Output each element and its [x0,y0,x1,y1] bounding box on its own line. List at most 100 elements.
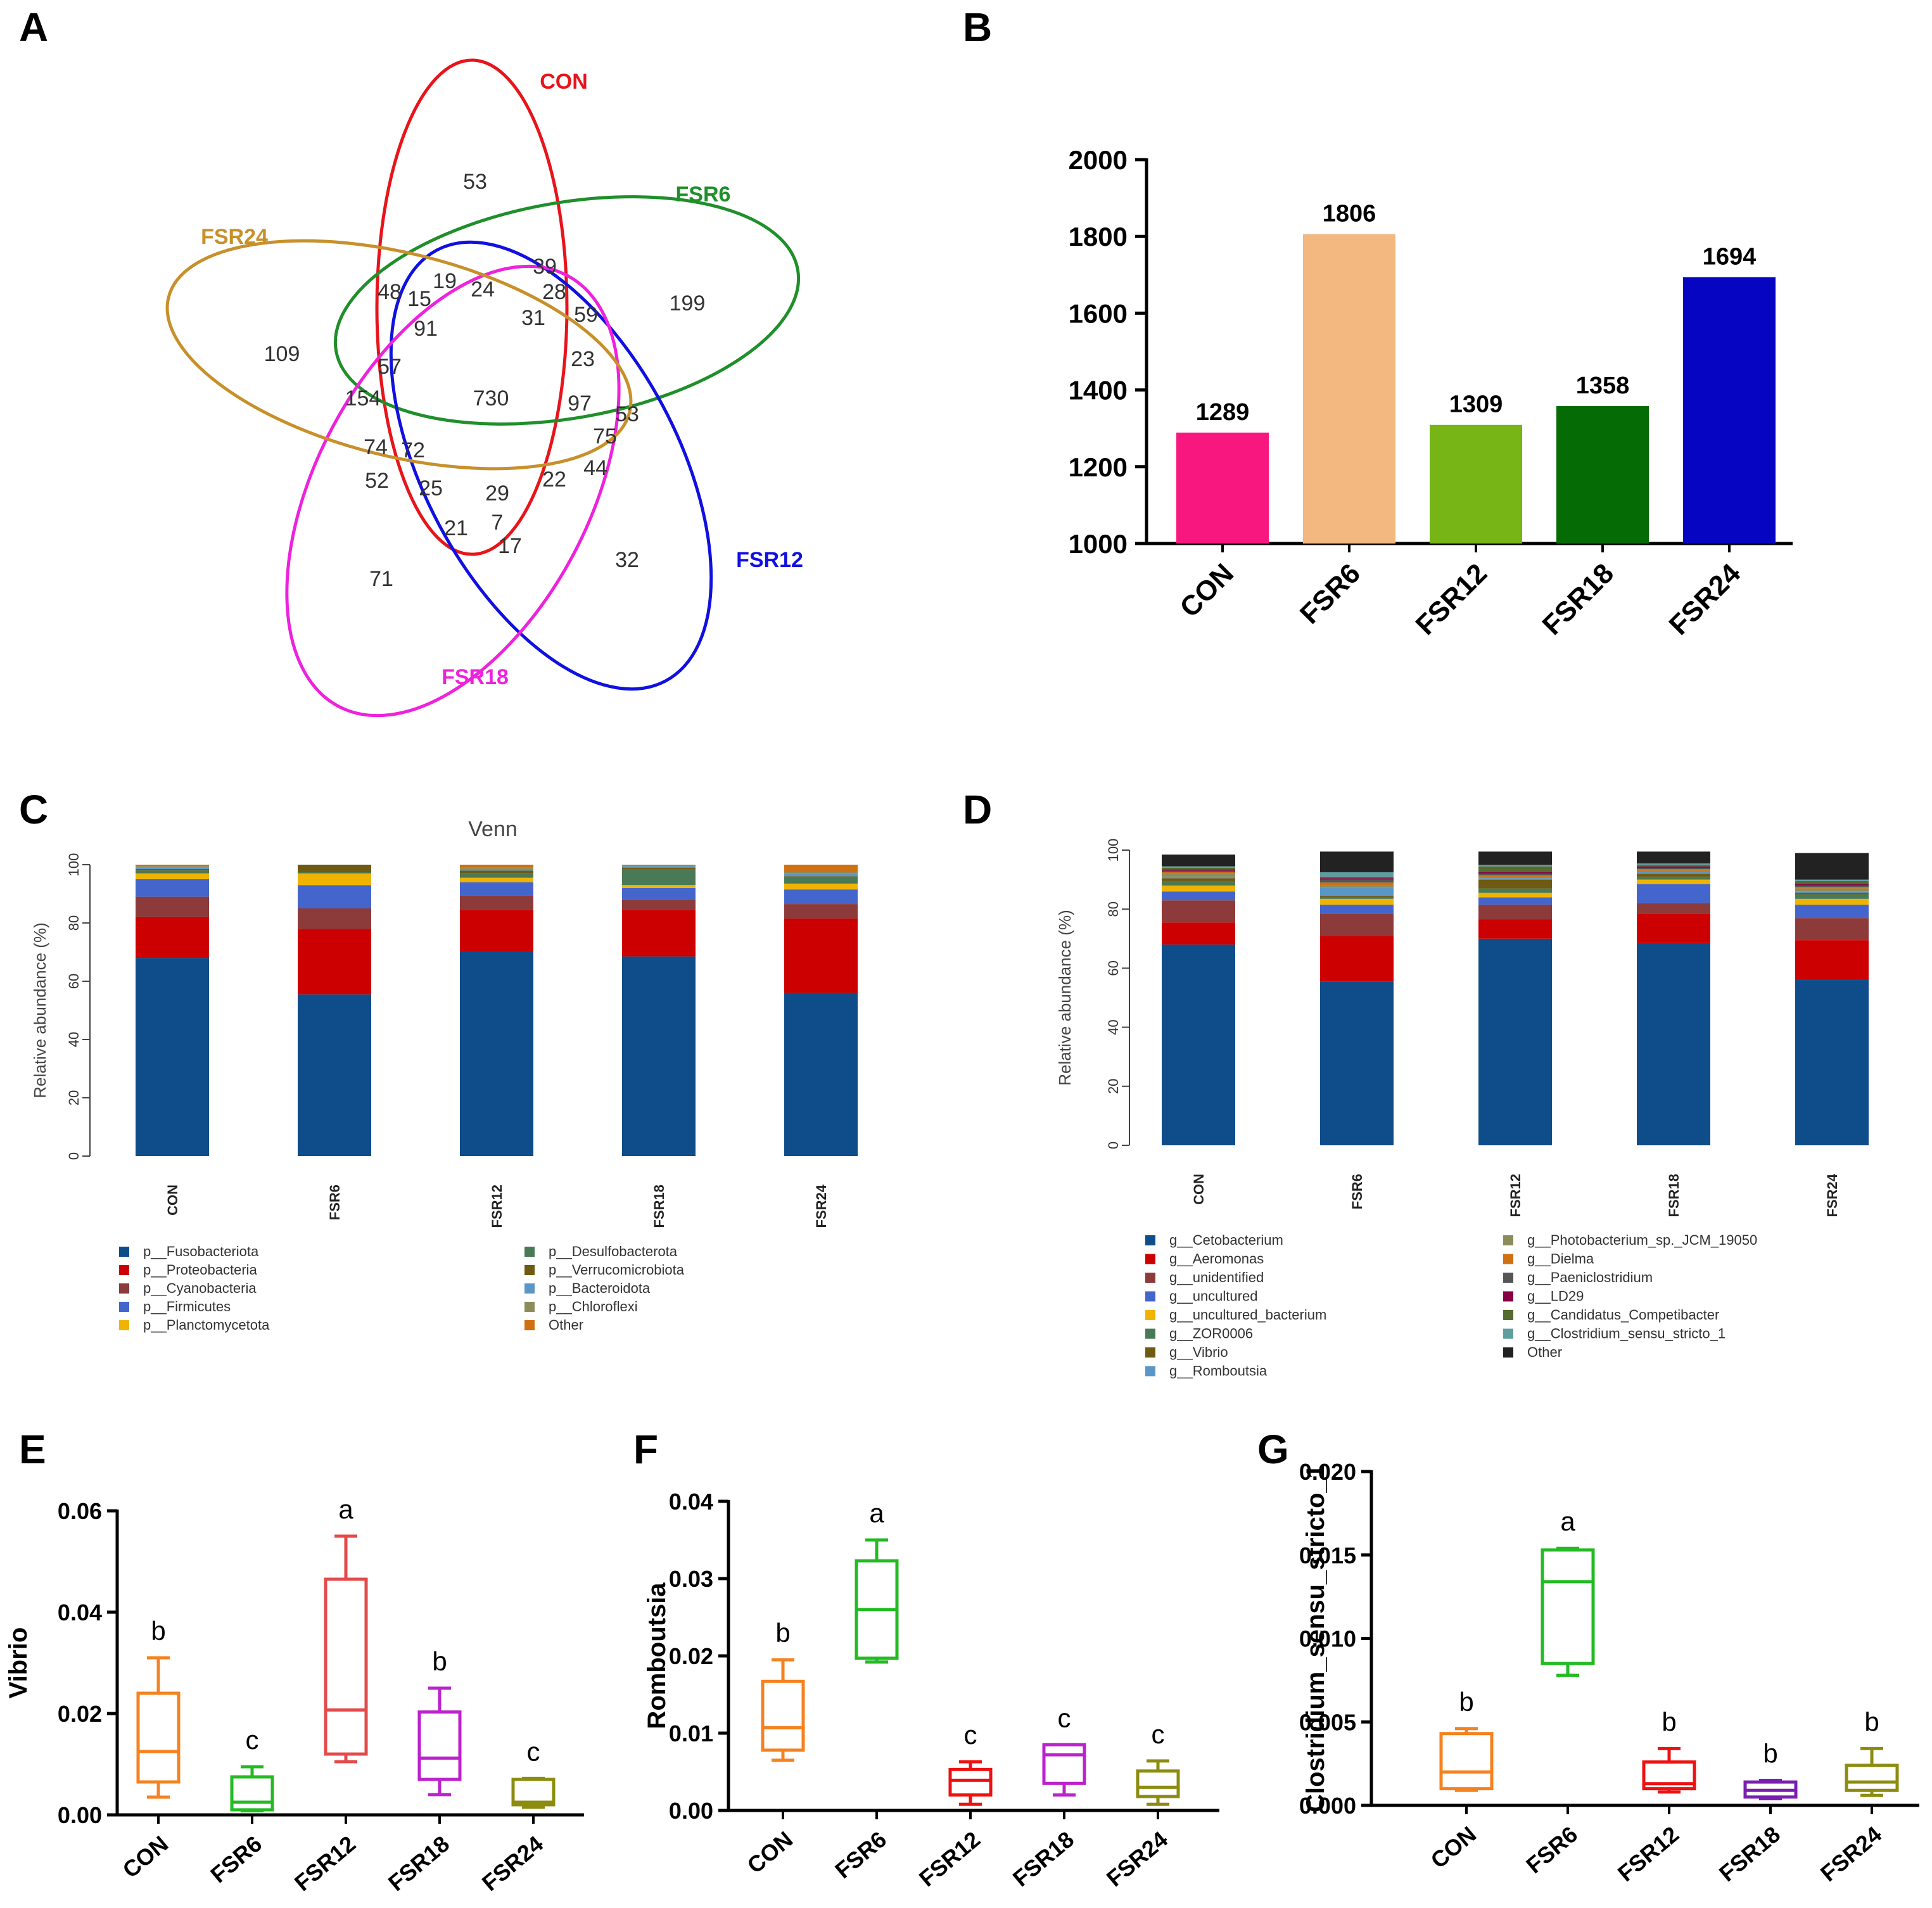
stack-segment [1320,851,1394,872]
x-tick-label: FSR12 [1508,1174,1523,1217]
legend-swatch [1503,1328,1513,1339]
stack-segment [460,895,533,910]
stack-segment [1320,897,1394,899]
venn-region-count: 71 [369,567,393,591]
stack-segment [784,904,858,919]
bar-value-label: 1309 [1449,391,1503,418]
stack-segment [1637,876,1710,880]
box-fsr24 [1136,1769,1180,1798]
venn-region-count: 22 [542,467,566,492]
y-axis-label: Clostridium_sensu_stricto_1 [1302,1465,1330,1812]
stack-segment [1795,885,1869,887]
box-con [1439,1732,1494,1791]
stack-segment [1637,884,1710,903]
bar-fsr24 [1683,277,1776,544]
venn-region-count: 97 [568,391,592,416]
stack-segment [1320,882,1394,886]
stack-segment [1637,870,1710,872]
venn-region-count: 199 [670,291,706,315]
panel-label-f: F [633,1427,658,1472]
y-tick-label: 40 [1105,1019,1121,1034]
significance-letter: b [432,1646,447,1676]
stack-segment [1320,913,1394,936]
x-tick-label: FSR18 [1714,1821,1785,1886]
stack-segment [298,908,371,929]
y-tick-label: 60 [1105,960,1121,976]
venn-region-count: 24 [471,277,495,302]
stack-segment [460,868,533,871]
stack-segment [136,868,209,871]
stack-segment [460,910,533,952]
y-tick-label: 100 [66,853,82,877]
y-tick-label: 0.02 [669,1643,713,1669]
venn-set-label: FSR24 [201,225,268,249]
legend-label: p__Firmicutes [143,1299,231,1314]
stack-segment [1478,919,1552,939]
x-tick-label: CON [742,1826,798,1879]
venn-region-count: 39 [533,255,557,279]
significance-letter: c [1058,1703,1071,1733]
stack-segment [1162,922,1235,945]
venn-region-count: 52 [365,469,389,493]
y-tick-label: 1400 [1069,376,1128,405]
y-axis-label: Romboutsia [643,1582,671,1729]
panel-label-b: B [963,4,992,50]
x-tick-label: FSR18 [1537,557,1620,640]
x-tick-label: FSR6 [830,1826,891,1884]
stack-segment [622,900,696,910]
stack-segment [1795,888,1869,892]
stack-segment [1162,881,1235,886]
stack-segment [622,956,696,1156]
y-tick-label: 0.00 [669,1798,713,1824]
chart-title: Venn [468,817,518,841]
y-tick-label: 20 [1105,1079,1121,1094]
stack-segment [1162,854,1235,867]
significance-letter: b [1864,1707,1879,1736]
stack-segment [784,876,858,878]
stack-segment [1478,865,1552,867]
vibrio-boxplot: 0.00 0.02 0.04 0.06 Vibrio b CON c FSR6 a FSR12 b FS… [4,1494,584,1896]
stack-segment [1637,867,1710,870]
legend-swatch [524,1265,535,1275]
legend-swatch [524,1283,535,1294]
box-fsr6 [230,1775,274,1812]
stack-segment [1478,879,1552,889]
stack-segment [622,865,696,867]
romboutsia-boxplot: 0.00 0.01 0.02 0.03 0.04 Romboutsia b CON a FSR6 c… [643,1489,1219,1892]
venn-region-count: 730 [473,386,509,410]
venn-region-count: 75 [593,424,617,448]
legend-label: g__Photobacterium_sp._JCM_19050 [1527,1232,1757,1248]
stack-segment [1320,905,1394,914]
significance-letter: b [1662,1707,1676,1736]
stack-segment [1320,885,1394,887]
y-tick-label: 0.03 [669,1566,713,1592]
legend-swatch [524,1247,535,1257]
legend-label: g__Candidatus_Competibacter [1527,1307,1719,1323]
stack-segment [1162,872,1235,874]
legend-label: g__unidentified [1169,1269,1264,1285]
y-tick-label: 0.015 [1299,1542,1356,1568]
y-tick-label: 0.010 [1299,1626,1356,1652]
panel-label-a: A [19,4,48,50]
legend-swatch [119,1247,129,1257]
phylum-stacked-bar-chart: Venn 0 20 40 60 80 100 Relative abundance (%) CO… [30,817,858,1333]
bar-fsr12 [1430,424,1522,544]
stack-segment [1478,938,1552,1145]
stack-segment [136,870,209,874]
significance-letter: a [1560,1506,1575,1536]
stack-segment [1162,869,1235,871]
stack-segment [1478,875,1552,877]
stack-segment [460,877,533,882]
stack-segment [1795,905,1869,919]
venn-region-count: 21 [444,516,468,540]
stack-segment [1637,851,1710,863]
legend-label: p__Chloroflexi [549,1299,638,1314]
venn-region-count: 53 [463,170,487,194]
stack-segment [1795,893,1869,894]
legend-label: p__Planctomycetota [143,1317,270,1333]
significance-letter: c [1152,1719,1165,1749]
y-tick-label: 60 [66,974,82,989]
venn-region-count: 23 [571,347,595,371]
stack-segment [1637,866,1710,868]
